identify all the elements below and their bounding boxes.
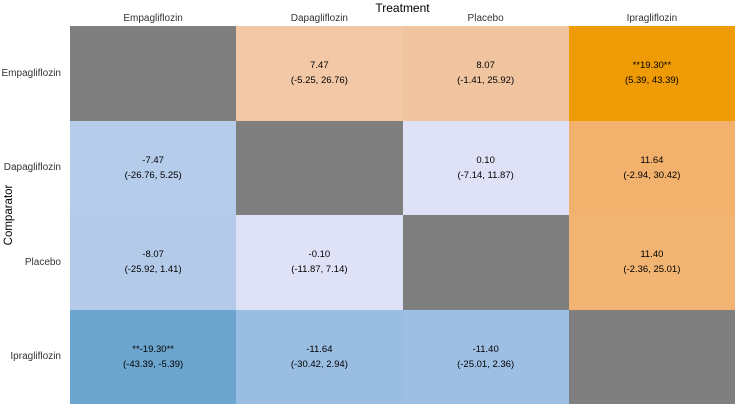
matrix-cell: -11.40 (-25.01, 2.36) — [402, 309, 569, 404]
matrix-cell: -11.64 (-30.42, 2.94) — [236, 309, 403, 404]
matrix-cell: -8.07 (-25.92, 1.41) — [70, 215, 237, 310]
cell-ci: (-5.25, 26.76) — [290, 75, 348, 87]
cell-ci: (-26.76, 5.25) — [124, 169, 182, 181]
matrix-cell: 11.64 (-2.94, 30.42) — [568, 120, 735, 215]
matrix-cell: 7.47 (-5.25, 26.76) — [236, 26, 403, 121]
matrix-cell-significant: **19.30** (5.39, 43.39) — [568, 26, 735, 121]
cell-estimate: -11.64 — [306, 343, 333, 355]
cell-estimate: -7.47 — [142, 154, 164, 166]
matrix-cell-diagonal — [568, 309, 735, 404]
cell-estimate: -11.40 — [472, 343, 499, 355]
cell-estimate: 0.10 — [476, 154, 495, 166]
matrix-cell: 11.40 (-2.36, 25.01) — [568, 215, 735, 310]
matrix-grid: 7.47 (-5.25, 26.76) 8.07 (-1.41, 25.92) … — [70, 26, 735, 404]
cell-estimate: 7.47 — [310, 60, 329, 72]
cell-ci: (-25.92, 1.41) — [124, 264, 182, 276]
row-label-dapagliflozin: Dapagliflozin — [3, 162, 61, 174]
cell-ci: (-2.94, 30.42) — [623, 169, 681, 181]
matrix-cell: 0.10 (-7.14, 11.87) — [402, 120, 569, 215]
cell-estimate: -0.10 — [308, 249, 331, 261]
matrix-cell-diagonal — [402, 215, 569, 310]
matrix-cell: -0.10 (-11.87, 7.14) — [236, 215, 403, 310]
cell-estimate: 11.40 — [640, 249, 664, 261]
cell-ci: (-43.39, -5.39) — [123, 358, 184, 370]
column-headers: Empagliflozin Dapagliflozin Placebo Ipra… — [70, 13, 735, 26]
cell-ci: (-30.42, 2.94) — [290, 358, 348, 370]
column-header-placebo: Placebo — [467, 13, 504, 24]
cell-ci: (-1.41, 25.92) — [457, 75, 515, 87]
column-header-dapagliflozin: Dapagliflozin — [290, 13, 348, 24]
cell-ci: (-2.36, 25.01) — [623, 264, 681, 276]
matrix-cell-diagonal — [236, 120, 403, 215]
cell-estimate: **-19.30** — [132, 343, 174, 355]
cell-ci: (-7.14, 11.87) — [457, 169, 514, 181]
row-label-empagliflozin: Empagliflozin — [1, 67, 61, 79]
row-labels: Empagliflozin Dapagliflozin Placebo Ipra… — [0, 26, 66, 404]
matrix-cell-diagonal — [70, 26, 237, 121]
cell-estimate: 8.07 — [476, 60, 495, 72]
cell-estimate: 11.64 — [640, 154, 664, 166]
row-label-ipragliflozin: Ipragliflozin — [10, 351, 61, 363]
cell-estimate: **19.30** — [632, 60, 672, 72]
row-label-placebo: Placebo — [24, 256, 61, 268]
matrix-cell: -7.47 (-26.76, 5.25) — [70, 120, 237, 215]
cell-ci: (-25.01, 2.36) — [457, 358, 515, 370]
cell-ci: (5.39, 43.39) — [624, 75, 679, 87]
column-header-ipragliflozin: Ipragliflozin — [626, 13, 678, 24]
cell-estimate: -8.07 — [142, 249, 164, 261]
matrix-cell: 8.07 (-1.41, 25.92) — [402, 26, 569, 121]
column-header-empagliflozin: Empagliflozin — [123, 13, 183, 24]
matrix-cell-significant: **-19.30** (-43.39, -5.39) — [70, 309, 237, 404]
cell-ci: (-11.87, 7.14) — [291, 264, 348, 276]
x-axis-title: Treatment — [375, 1, 430, 15]
